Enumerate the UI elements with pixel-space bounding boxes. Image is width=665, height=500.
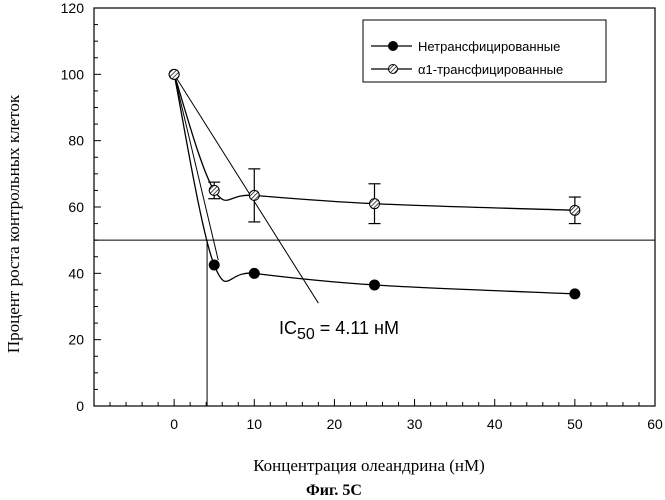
data-point-series-1 bbox=[570, 289, 580, 299]
ic50-subscript: 50 bbox=[297, 326, 315, 343]
y-tick-label: 100 bbox=[61, 66, 85, 82]
y-axis-label: Процент роста контрольных клеток bbox=[4, 94, 23, 353]
y-axis-ticks: 0 20 40 60 80 100 120 bbox=[61, 0, 101, 414]
y-tick-label: 60 bbox=[68, 199, 84, 215]
y-tick-label: 80 bbox=[68, 133, 84, 149]
data-point-series-2 bbox=[570, 205, 580, 215]
x-tick-label: 10 bbox=[246, 416, 262, 432]
y-tick-label: 40 bbox=[68, 265, 84, 281]
ic50-prefix: IC bbox=[279, 318, 297, 338]
legend-marker-2 bbox=[389, 65, 398, 74]
x-tick-label: 60 bbox=[647, 416, 663, 432]
legend-label-1: Нетрансфицированные bbox=[418, 39, 560, 54]
ic50-suffix: = 4.11 нМ bbox=[315, 318, 399, 338]
x-tick-label: 40 bbox=[487, 416, 503, 432]
x-tick-label: 30 bbox=[407, 416, 423, 432]
legend: Нетрансфицированные α1-трансфицированные bbox=[363, 20, 606, 82]
y-tick-label: 0 bbox=[76, 398, 84, 414]
legend-label-2: α1-трансфицированные bbox=[418, 62, 563, 77]
ic50-annotation: IC50 = 4.11 нМ bbox=[279, 318, 399, 343]
data-point-series-2 bbox=[370, 199, 380, 209]
figure-caption: Фиг. 5C bbox=[306, 482, 362, 499]
x-axis-ticks: 0 10 20 30 40 50 60 bbox=[94, 399, 663, 432]
y-tick-label: 20 bbox=[68, 332, 84, 348]
data-point-series-1 bbox=[370, 280, 380, 290]
series-layer bbox=[169, 69, 581, 299]
data-point-series-1 bbox=[209, 260, 219, 270]
x-axis-label: Концентрация олеандрина (нМ) bbox=[253, 456, 485, 475]
x-tick-label: 50 bbox=[567, 416, 583, 432]
data-point-series-2 bbox=[169, 69, 179, 79]
data-point-series-2 bbox=[209, 185, 219, 195]
x-tick-label: 0 bbox=[170, 416, 178, 432]
data-point-series-2 bbox=[249, 190, 259, 200]
legend-marker-1 bbox=[389, 42, 398, 51]
data-point-series-1 bbox=[249, 268, 259, 278]
tangent-line bbox=[174, 74, 218, 260]
x-tick-label: 20 bbox=[327, 416, 343, 432]
y-tick-label: 120 bbox=[61, 0, 85, 16]
